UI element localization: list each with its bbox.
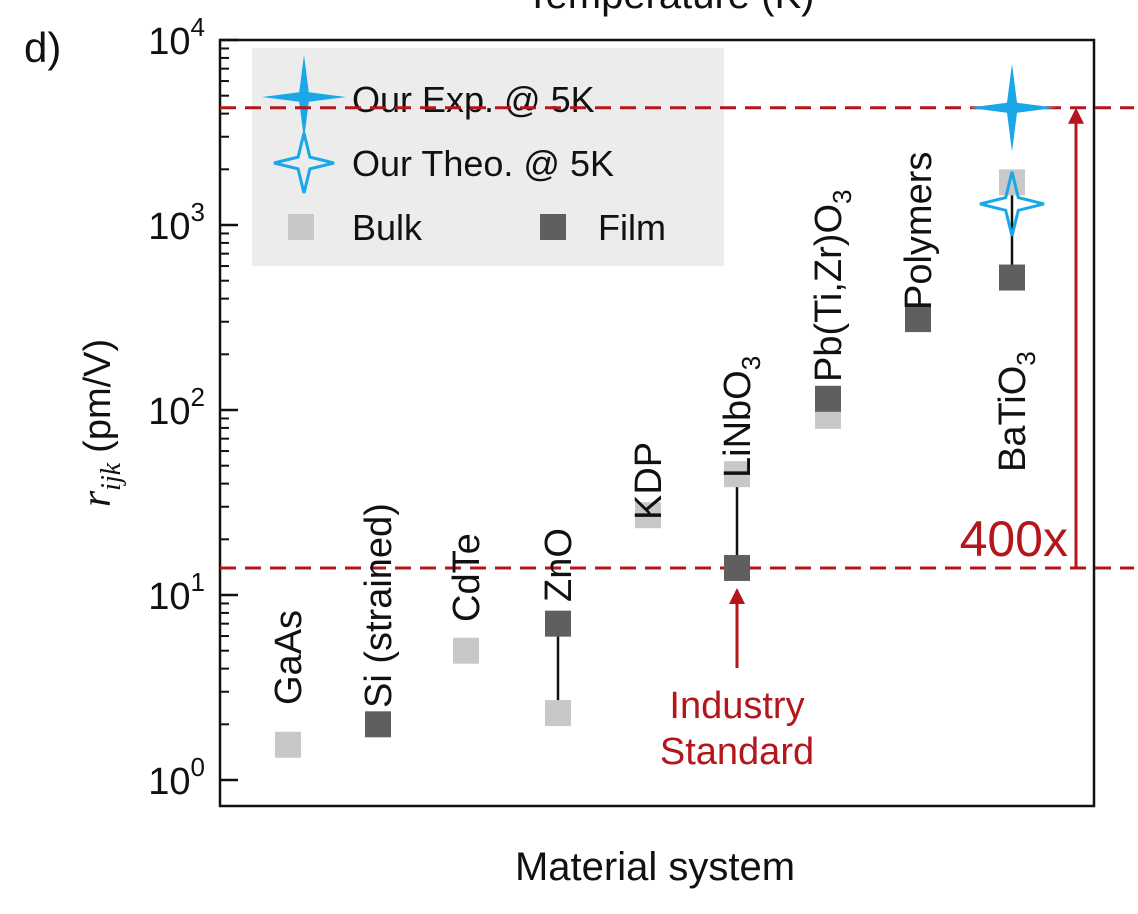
film-point <box>724 554 750 581</box>
material-label: Pb(Ti,Zr)O3 <box>808 190 857 382</box>
y-tick-label: 102 <box>148 382 205 433</box>
y-tick-label: 104 <box>148 12 205 63</box>
industry-arrow-head <box>729 588 745 604</box>
plot-frame <box>218 38 1096 808</box>
legend-theo-label: Our Theo. @ 5K <box>352 143 614 184</box>
film-point <box>545 610 571 637</box>
y-tick-base: 10 <box>148 21 190 63</box>
panel-label: d) <box>24 24 61 71</box>
industry-label-line1: Industry <box>669 685 804 727</box>
material-label-text: CdTe <box>446 533 488 622</box>
legend-star-outline-shape <box>273 132 335 194</box>
material-label: KDP <box>628 442 670 520</box>
legend-box <box>252 48 724 266</box>
material-label: ZnO <box>538 528 580 602</box>
film-point <box>365 711 391 738</box>
y-tick-exponent: 2 <box>191 382 205 412</box>
material-label: Polymers <box>898 152 940 310</box>
legend-star-filled-shape <box>262 55 346 139</box>
material-label-text: Polymers <box>898 152 940 310</box>
material-label-main: BaTiO <box>992 366 1034 472</box>
material-label-text: ZnO <box>538 528 580 602</box>
film-point <box>999 264 1025 291</box>
legend-film-label: Film <box>598 207 666 248</box>
ratio-arrow-head <box>1068 107 1084 124</box>
y-tick-base: 10 <box>148 391 190 433</box>
material-label: Si (strained) <box>358 503 400 708</box>
y-tick-base: 10 <box>148 761 190 803</box>
material-label: CdTe <box>446 533 488 622</box>
material-label-text: LiNbO3 <box>717 356 766 478</box>
material-label: LiNbO3 <box>717 356 766 478</box>
material-label-subscript: 3 <box>736 356 766 370</box>
material-label-text: Pb(Ti,Zr)O3 <box>808 190 857 382</box>
legend-star-outline-icon <box>273 132 335 194</box>
y-tick-exponent: 0 <box>191 752 205 782</box>
material-label: GaAs <box>268 610 310 705</box>
material-label-text: Si (strained) <box>358 503 400 708</box>
material-label-text: BaTiO3 <box>992 351 1041 472</box>
industry-label-line2: Standard <box>660 731 814 773</box>
legend-film-icon <box>540 214 566 240</box>
legend: Our Exp. @ 5K Our Theo. @ 5K Bulk Film <box>252 48 724 266</box>
bulk-point <box>635 502 661 529</box>
material-label-subscript: 3 <box>1011 351 1041 365</box>
y-tick-exponent: 4 <box>191 12 205 42</box>
material-label-subscript: 3 <box>827 190 857 204</box>
bulk-point <box>275 731 301 758</box>
y-tick-base: 10 <box>148 206 190 248</box>
bulk-point <box>724 461 750 488</box>
experiment-star-point <box>968 63 1056 152</box>
y-tick-label: 101 <box>148 567 205 618</box>
material-label-text: GaAs <box>268 610 310 705</box>
x-axis-title: Material system <box>515 845 795 889</box>
legend-star-filled-icon <box>262 55 346 139</box>
material-label-text: KDP <box>628 442 670 520</box>
legend-exp-label: Our Exp. @ 5K <box>352 79 595 120</box>
film-point <box>905 306 931 333</box>
y-tick-label: 100 <box>148 752 205 803</box>
legend-bulk-label: Bulk <box>352 207 423 248</box>
y-tick-exponent: 1 <box>191 567 205 597</box>
film-point <box>815 385 841 412</box>
top-axis-title-fragment: Temperature (K) <box>526 0 815 17</box>
material-label: BaTiO3 <box>992 351 1041 472</box>
y-tick-exponent: 3 <box>191 197 205 227</box>
y-axis-title: rijk (pm/V) <box>74 339 127 507</box>
bulk-point <box>453 637 479 664</box>
theory-star-point <box>979 171 1045 237</box>
legend-bulk-icon <box>288 214 314 240</box>
ratio-label: 400x <box>960 511 1068 567</box>
bulk-point <box>545 700 571 727</box>
svg-text:rijk(pm/V): rijk (pm/V) <box>74 339 127 507</box>
y-axis-subscript: ijk <box>96 462 127 491</box>
material-label-main: LiNbO <box>717 370 759 478</box>
material-label-main: Pb(Ti,Zr)O <box>808 204 850 382</box>
y-axis-symbol: r <box>74 490 120 507</box>
y-axis-unit: (pm/V) <box>77 339 119 453</box>
y-tick-label: 103 <box>148 197 205 248</box>
y-tick-base: 10 <box>148 576 190 618</box>
